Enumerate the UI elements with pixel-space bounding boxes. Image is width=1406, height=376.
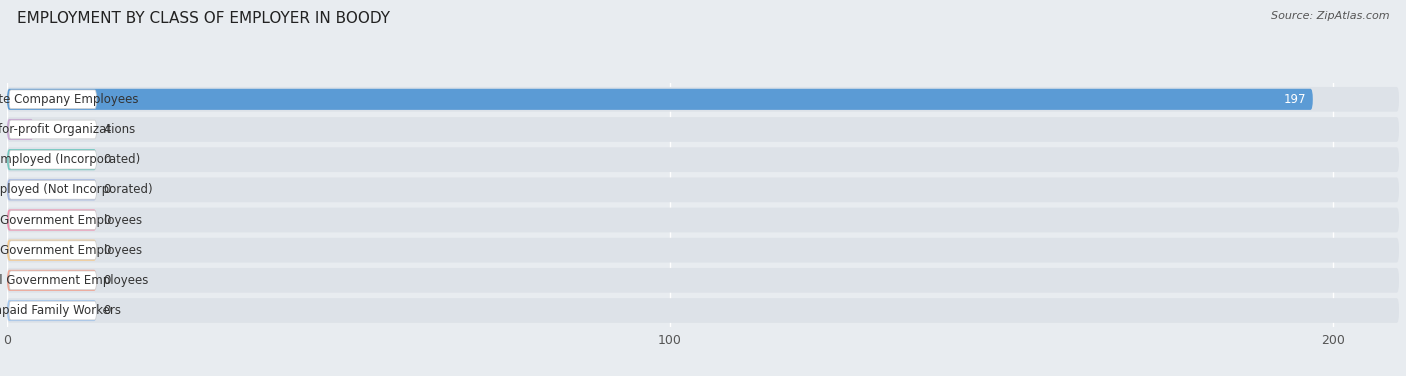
FancyBboxPatch shape [8, 211, 97, 229]
FancyBboxPatch shape [7, 298, 1399, 323]
Text: 0: 0 [103, 244, 111, 257]
Text: Self-Employed (Not Incorporated): Self-Employed (Not Incorporated) [0, 183, 153, 196]
Text: 0: 0 [103, 183, 111, 196]
FancyBboxPatch shape [8, 301, 97, 320]
FancyBboxPatch shape [8, 241, 97, 259]
FancyBboxPatch shape [7, 268, 1399, 293]
Text: Self-Employed (Incorporated): Self-Employed (Incorporated) [0, 153, 141, 166]
FancyBboxPatch shape [7, 209, 97, 230]
FancyBboxPatch shape [7, 208, 1399, 232]
FancyBboxPatch shape [7, 117, 1399, 142]
FancyBboxPatch shape [7, 179, 97, 200]
FancyBboxPatch shape [7, 87, 1399, 112]
FancyBboxPatch shape [8, 180, 97, 199]
FancyBboxPatch shape [7, 300, 97, 321]
FancyBboxPatch shape [7, 89, 1313, 110]
FancyBboxPatch shape [8, 150, 97, 169]
Text: 0: 0 [103, 304, 111, 317]
Text: Local Government Employees: Local Government Employees [0, 214, 142, 226]
Text: 4: 4 [103, 123, 111, 136]
Text: Source: ZipAtlas.com: Source: ZipAtlas.com [1271, 11, 1389, 21]
Text: 0: 0 [103, 214, 111, 226]
FancyBboxPatch shape [7, 119, 34, 140]
FancyBboxPatch shape [7, 238, 1399, 262]
FancyBboxPatch shape [7, 270, 97, 291]
Text: EMPLOYMENT BY CLASS OF EMPLOYER IN BOODY: EMPLOYMENT BY CLASS OF EMPLOYER IN BOODY [17, 11, 389, 26]
FancyBboxPatch shape [7, 240, 97, 261]
Text: 197: 197 [1284, 93, 1306, 106]
FancyBboxPatch shape [8, 271, 97, 290]
Text: 0: 0 [103, 153, 111, 166]
FancyBboxPatch shape [7, 147, 1399, 172]
FancyBboxPatch shape [7, 177, 1399, 202]
Text: 0: 0 [103, 274, 111, 287]
Text: Federal Government Employees: Federal Government Employees [0, 274, 149, 287]
Text: Not-for-profit Organizations: Not-for-profit Organizations [0, 123, 135, 136]
Text: State Government Employees: State Government Employees [0, 244, 142, 257]
FancyBboxPatch shape [8, 120, 97, 139]
Text: Unpaid Family Workers: Unpaid Family Workers [0, 304, 121, 317]
Text: Private Company Employees: Private Company Employees [0, 93, 139, 106]
FancyBboxPatch shape [8, 90, 97, 109]
FancyBboxPatch shape [7, 149, 97, 170]
